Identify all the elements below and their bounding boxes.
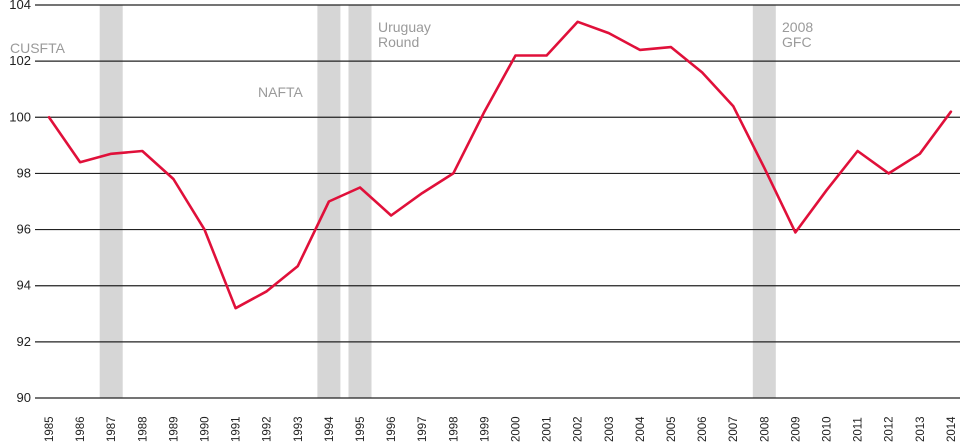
x-tick-label: 2012	[884, 416, 896, 442]
y-tick-label: 94	[17, 278, 31, 293]
x-tick-label: 1988	[137, 416, 149, 442]
y-tick-label: 98	[17, 165, 31, 180]
x-tick-label: 1989	[168, 416, 180, 442]
band-label-1987: CUSFTA	[10, 40, 66, 56]
band-1995	[348, 5, 372, 398]
x-tick-label: 1986	[75, 416, 87, 442]
x-tick-label: 2011	[853, 417, 865, 442]
x-tick-label: 2008	[759, 416, 771, 442]
y-axis-ticks: 90 92 94 96 98 100 102 104	[9, 0, 31, 405]
band-label-1994: NAFTA	[258, 84, 304, 100]
x-tick-label: 2010	[822, 416, 834, 442]
x-tick-label: 2013	[915, 416, 927, 442]
x-tick-label: 1997	[417, 416, 429, 442]
y-tick-label: 96	[17, 222, 31, 237]
x-tick-label: 1992	[262, 416, 274, 442]
x-tick-label: 2002	[573, 416, 585, 442]
band-2008	[752, 5, 776, 398]
x-tick-label: 2004	[635, 416, 647, 442]
x-tick-label: 1985	[44, 416, 56, 442]
x-tick-label: 1991	[231, 416, 243, 442]
x-tick-label: 2005	[666, 416, 678, 442]
series-line-0	[47, 20, 953, 310]
x-tick-label: 1996	[386, 416, 398, 442]
x-tick-label: 1987	[106, 416, 118, 442]
band-labels: CUSFTA NAFTA Uruguay Round 2008 GFC	[10, 19, 813, 100]
y-tick-label: 100	[9, 109, 31, 124]
x-tick-label: 2006	[697, 416, 709, 442]
x-axis-ticks: 1985 1986 1987 1988 1989 1990 1991 1992 1993 1994…	[44, 416, 958, 442]
band-1987	[99, 5, 123, 398]
series-lines	[47, 20, 953, 310]
x-tick-label: 2001	[542, 416, 554, 442]
x-tick-label: 1999	[479, 416, 491, 442]
x-tick-label: 2000	[511, 416, 523, 442]
x-tick-label: 1993	[293, 416, 305, 442]
band-label-1995: Uruguay Round	[378, 19, 431, 50]
x-tick-label: 2009	[790, 416, 802, 442]
band-label-2008: 2008 GFC	[782, 19, 813, 50]
y-tick-label: 90	[17, 390, 31, 405]
x-tick-label: 1995	[355, 416, 367, 442]
x-tick-label: 2014	[946, 416, 958, 442]
gridlines	[35, 4, 960, 399]
x-tick-label: 1998	[448, 416, 460, 442]
x-tick-label: 1990	[200, 416, 212, 442]
x-tick-label: 2003	[604, 416, 616, 442]
x-tick-label: 1994	[324, 416, 336, 442]
x-tick-label: 2007	[728, 416, 740, 442]
y-tick-label: 104	[9, 0, 31, 12]
event-bands	[99, 5, 776, 398]
y-tick-label: 102	[9, 53, 31, 68]
y-tick-label: 92	[17, 334, 31, 349]
